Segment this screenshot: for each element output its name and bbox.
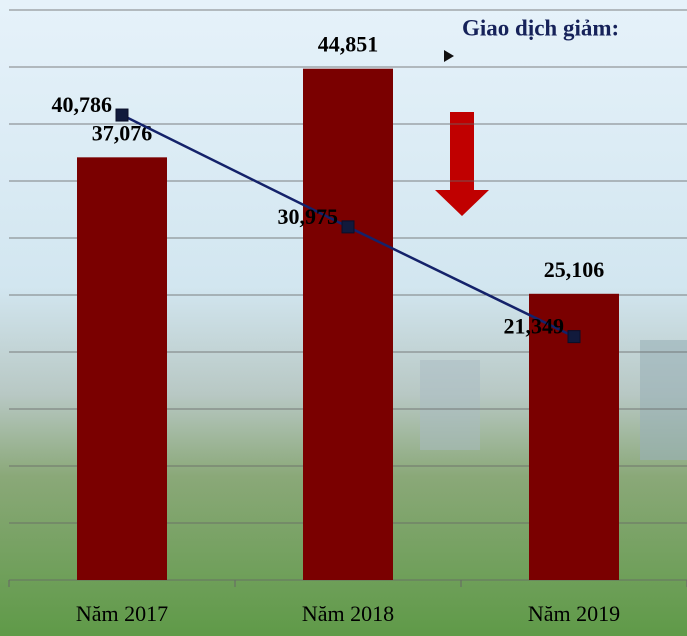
bar	[303, 68, 393, 580]
line-marker	[341, 220, 355, 234]
background-building	[640, 340, 687, 460]
plot-area: Năm 2017 Năm 2018 Năm 201937,07644,85125,1…	[8, 9, 687, 626]
bar-value-label: 44,851	[318, 32, 379, 57]
background-building	[420, 360, 480, 450]
line-marker	[115, 108, 129, 122]
bar	[77, 157, 167, 580]
x-tick-label: Năm 2019	[528, 601, 620, 626]
line-marker	[567, 330, 581, 344]
bar-value-label: 25,106	[544, 257, 605, 282]
line-value-label: 21,349	[504, 314, 565, 339]
down-arrow	[435, 112, 489, 216]
x-tick-label: Năm 2017	[76, 601, 168, 626]
line-value-label: 40,786	[52, 92, 113, 117]
x-tick-label: Năm 2018	[302, 601, 394, 626]
line-value-label: 30,975	[278, 204, 339, 229]
bullet-arrow	[444, 50, 454, 62]
annotation: Giao dịch giảm:	[462, 15, 619, 40]
